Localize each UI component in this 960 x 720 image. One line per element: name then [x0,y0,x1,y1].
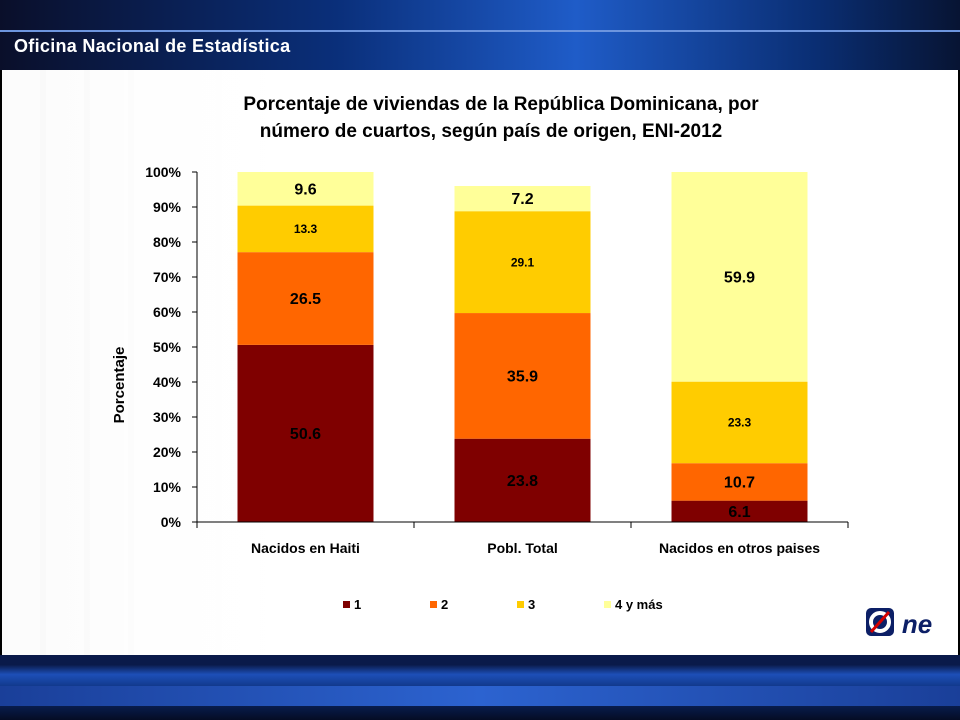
data-label: 23.3 [728,416,752,430]
header-title: Oficina Nacional de Estadística [14,36,291,56]
y-tick-label: 10% [153,479,182,495]
y-tick-label: 20% [153,444,182,460]
y-axis-label: Porcentaje [111,347,128,424]
y-tick-label: 80% [153,234,182,250]
bar-segment [237,172,374,206]
y-tick-label: 0% [161,514,182,530]
legend-label: 1 [354,597,361,612]
bar-segment [671,500,808,522]
legend-swatch [343,601,350,608]
y-tick-label: 60% [153,304,182,320]
y-tick-label: 50% [153,339,182,355]
bar-segment [671,463,808,501]
legend-swatch [517,601,524,608]
data-label: 9.6 [294,181,316,198]
bar-segment [237,252,374,345]
data-label: 35.9 [507,368,538,385]
data-label: 29.1 [511,255,535,269]
bar-segment [237,205,374,253]
legend-label: 2 [441,597,448,612]
data-label: 10.7 [724,475,755,492]
data-label: 23.8 [507,473,538,490]
data-label: 6.1 [728,504,750,521]
bar-segment [454,186,591,212]
y-tick-label: 90% [153,199,182,215]
legend-swatch [604,601,611,608]
bar-segment [454,211,591,314]
bars: 50.6 26.5 13.3 9.6 23.8 35.9 29.1 7.2 6.1 10.7 23.… [237,172,808,522]
y-tick-label: 100% [145,164,181,180]
category-label: Nacidos en otros paises [659,540,820,556]
one-logo: ne [866,608,932,638]
bar-segment [237,344,374,522]
y-axis-ticks: 0% 10% 20% 30% 40% 50% 60% 70% 80% 90% 100% [145,164,197,530]
bar-segment [671,381,808,464]
bar-segment [671,172,808,382]
bar-segment [454,313,591,439]
axes [196,172,849,528]
data-label: 26.5 [290,291,321,308]
legend-label: 3 [528,597,535,612]
y-tick-label: 30% [153,409,182,425]
header-divider [0,30,960,32]
y-tick-label: 70% [153,269,182,285]
category-label: Nacidos en Haiti [251,540,360,556]
bar-segment [454,438,591,522]
data-label: 13.3 [294,222,318,236]
category-label: Pobl. Total [487,540,558,556]
category-labels: Nacidos en Haiti Pobl. Total Nacidos en ot… [251,540,820,556]
legend-label: 4 y más [615,597,663,612]
svg-text:ne: ne [902,609,932,638]
data-label: 50.6 [290,426,321,443]
legend: 1 2 3 4 y más [343,597,663,612]
header-bar [0,0,960,70]
footer-stripe [0,686,960,706]
legend-swatch [430,601,437,608]
y-tick-label: 40% [153,374,182,390]
data-label: 7.2 [511,191,533,208]
chart-title-line-1: Porcentaje de viviendas de la República … [243,94,759,115]
chart-title-line-2: número de cuartos, según país de origen,… [260,121,722,142]
data-label: 59.9 [724,269,755,286]
